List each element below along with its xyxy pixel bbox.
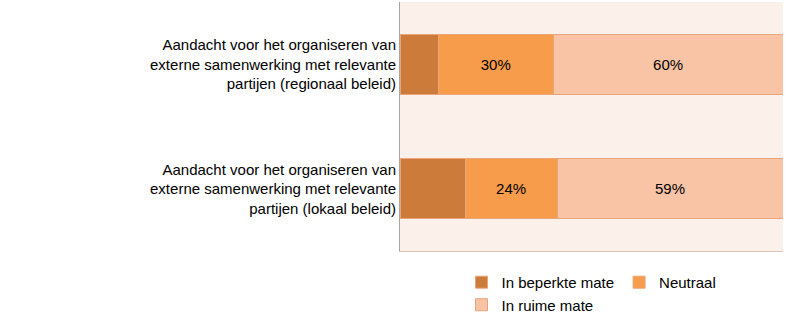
svg-text:59%: 59%: [655, 180, 685, 197]
svg-text:60%: 60%: [653, 56, 683, 73]
svg-text:Neutraal: Neutraal: [659, 274, 716, 291]
svg-text:Aandacht voor het organiseren: Aandacht voor het organiseren vanexterne…: [150, 36, 396, 92]
svg-text:In beperkte mate: In beperkte mate: [502, 274, 615, 291]
svg-text:30%: 30%: [481, 56, 511, 73]
svg-text:Aandacht voor het organiseren: Aandacht voor het organiseren vanexterne…: [150, 161, 396, 217]
svg-text:In ruime mate: In ruime mate: [502, 297, 594, 314]
svg-text:24%: 24%: [496, 180, 526, 197]
